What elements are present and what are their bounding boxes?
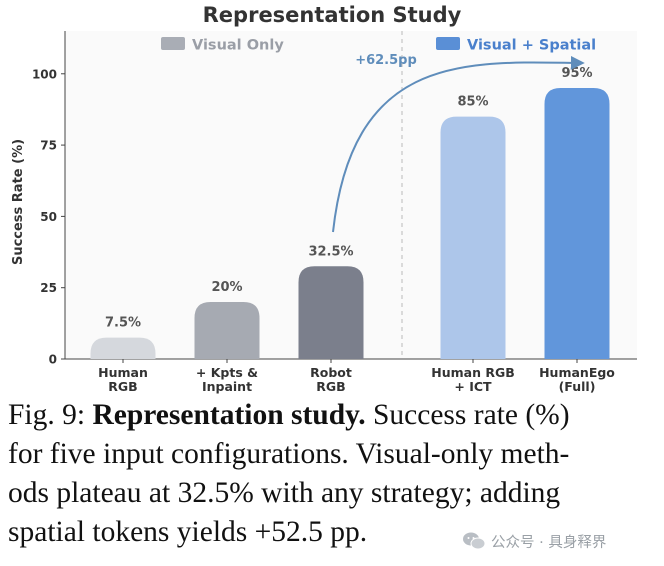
- caption-line-3: ods plateau at 32.5% with any strategy; …: [8, 477, 561, 509]
- y-tick-label: 50: [40, 210, 57, 224]
- x-tick-label: HumanEgo: [539, 365, 615, 380]
- legend-swatch: [161, 37, 185, 50]
- bar: [298, 266, 364, 359]
- x-tick-label: Human RGB: [431, 365, 514, 380]
- x-tick-label: Human: [98, 365, 148, 380]
- y-tick-label: 100: [32, 67, 57, 81]
- bar: [544, 88, 610, 359]
- caption-line-4: spatial tokens yields +52.5 pp.: [8, 516, 368, 548]
- bar-value-label: 7.5%: [105, 316, 141, 331]
- y-tick-label: 25: [40, 281, 57, 295]
- x-tick-label: RGB: [108, 379, 137, 394]
- legend-label: Visual Only: [192, 38, 284, 54]
- x-tick-label: Inpaint: [202, 379, 252, 394]
- x-tick-label: Robot: [310, 365, 352, 380]
- x-tick-label: (Full): [559, 379, 596, 394]
- bar: [440, 116, 506, 359]
- x-tick-label: + ICT: [454, 379, 492, 394]
- annotation-arrow: [332, 55, 585, 233]
- x-tick-label: + Kpts &: [196, 365, 258, 380]
- chart-figure: Representation Study 0 25 50 75 100 Success Ra…: [11, 3, 637, 394]
- y-axis-label: Success Rate (%): [11, 139, 26, 265]
- caption-line-2: for five input configurations. Visual-on…: [8, 438, 570, 470]
- caption-bold-title: Representation study.: [92, 399, 366, 431]
- caption-line1-rest: Success rate (%): [365, 399, 570, 431]
- figure-caption: Fig. 9: Representation study. Success ra…: [8, 396, 648, 552]
- watermark: 公众号 · 具身释界: [462, 528, 606, 554]
- caption-prefix: Fig. 9:: [8, 399, 93, 431]
- legend-swatch: [436, 37, 460, 50]
- chart-title: Representation Study: [203, 3, 462, 27]
- bar-value-label: 95%: [561, 66, 592, 81]
- y-tick-label: 0: [49, 353, 57, 367]
- x-tick-label: RGB: [316, 379, 345, 394]
- wechat-icon: [463, 532, 486, 550]
- watermark-text: 公众号 · 具身释界: [491, 534, 607, 551]
- bar-value-label: 32.5%: [308, 244, 353, 259]
- bar: [90, 337, 156, 359]
- y-tick-label: 75: [40, 139, 57, 153]
- annotation-label: +62.5pp: [355, 53, 417, 68]
- chart: Representation Study 0 25 50 75 100 Success Ra…: [11, 3, 637, 394]
- bar: [194, 301, 260, 359]
- bar-value-label: 85%: [457, 95, 488, 110]
- bar-value-label: 20%: [211, 280, 242, 295]
- legend-label: Visual + Spatial: [467, 38, 596, 54]
